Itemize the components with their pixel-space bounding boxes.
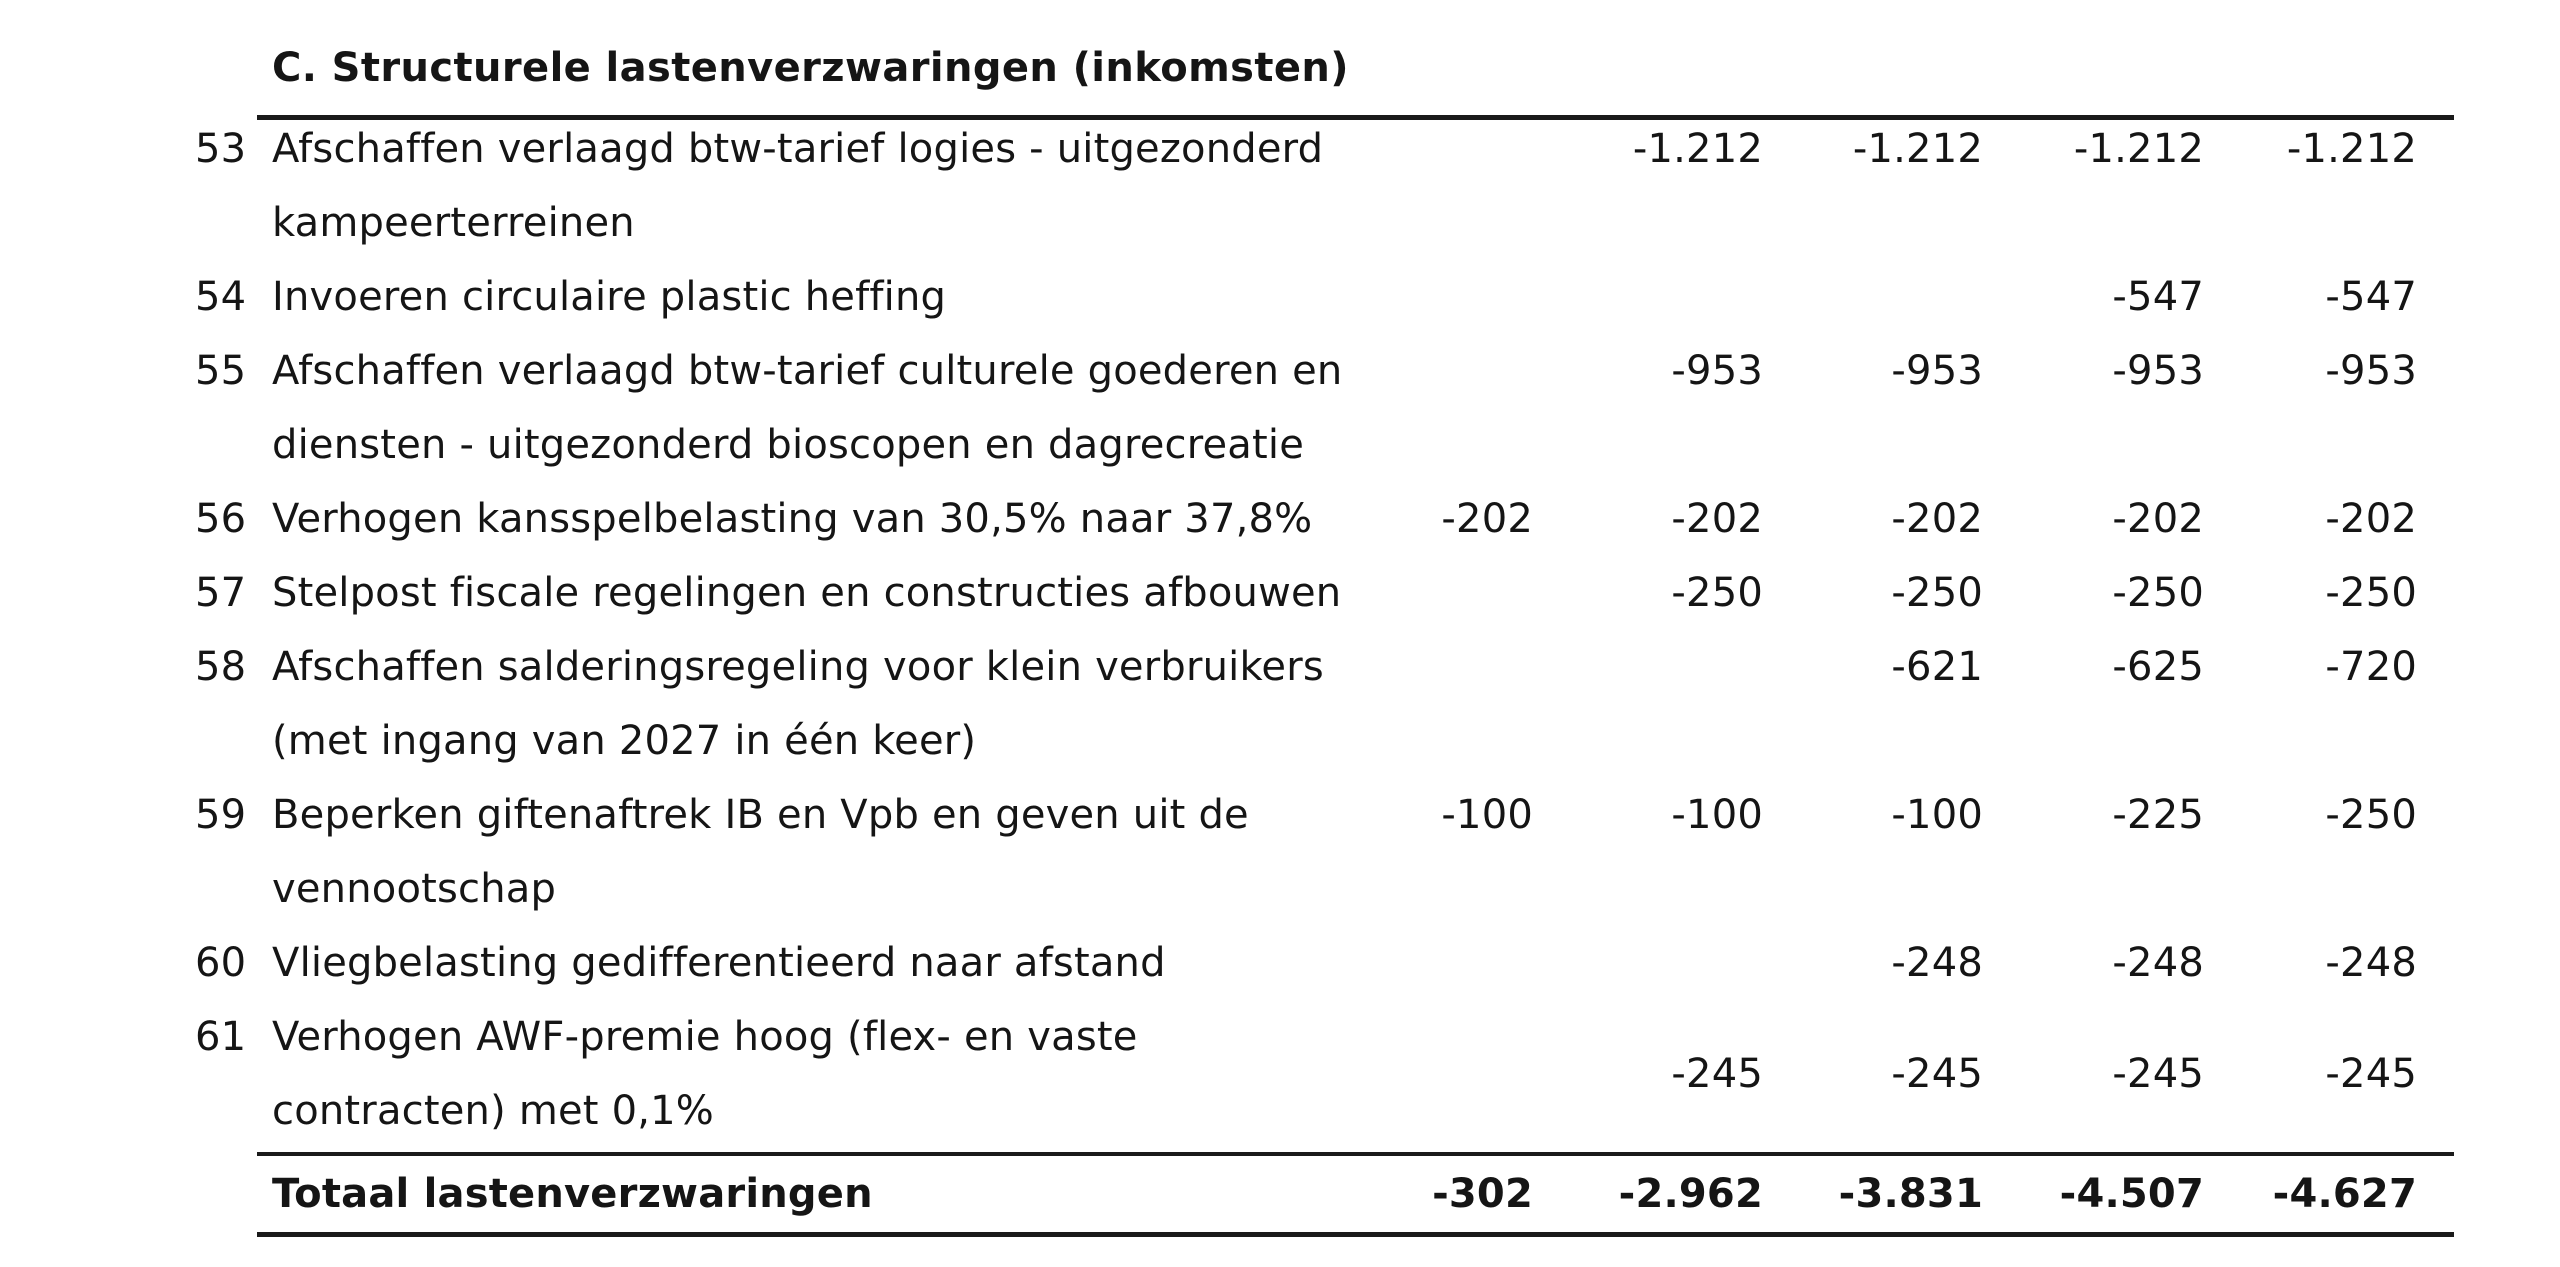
value-cell: -248 [2325, 940, 2417, 986]
table-rows: 53 Afschaffen verlaagd btw-tarief logies … [190, 112, 2454, 1148]
table-row: 53 Afschaffen verlaagd btw-tarief logies … [190, 112, 2454, 260]
value-cell: -953 [1891, 348, 1983, 394]
value-cell: -720 [2325, 644, 2417, 690]
value-cell: -245 [2112, 1051, 2204, 1097]
row-description-line: Vliegbelasting gedifferentieerd naar afs… [272, 940, 1166, 986]
value-cell: -202 [1671, 496, 1763, 542]
value-cell: -953 [2325, 348, 2417, 394]
value-cell: -621 [1891, 644, 1983, 690]
row-description-line: vennootschap [272, 866, 557, 912]
row-description: Afschaffen verlaagd btw-tarief culturele… [272, 334, 1392, 482]
value-cell: -202 [2112, 496, 2204, 542]
row-description-line: (met ingang van 2027 in één keer) [272, 718, 977, 764]
row-number: 61 [195, 1014, 247, 1060]
value-cell: -245 [1891, 1051, 1983, 1097]
total-row: Totaal lastenverzwaringen -302 -2.962 -3… [190, 1156, 2454, 1232]
value-cell: -245 [2325, 1051, 2417, 1097]
row-description: Invoeren circulaire plastic heffing [272, 260, 1392, 334]
value-cell: -250 [2325, 570, 2417, 616]
table-bottom-rule [257, 1232, 2454, 1237]
table-row: 54 Invoeren circulaire plastic heffing -54… [190, 260, 2454, 334]
value-cell: -248 [2112, 940, 2204, 986]
row-number: 56 [195, 496, 247, 542]
row-number: 55 [195, 348, 247, 394]
value-cell: -100 [1671, 792, 1763, 838]
table-row: 59 Beperken giftenaftrek IB en Vpb en gev… [190, 778, 2454, 926]
row-description: Verhogen kansspelbelasting van 30,5% naa… [272, 482, 1392, 556]
row-description-line: Afschaffen verlaagd btw-tarief logies - … [272, 126, 1324, 172]
row-description-line: Verhogen kansspelbelasting van 30,5% naa… [272, 496, 1313, 542]
table-total-top-rule [257, 1152, 2454, 1156]
row-description: Vliegbelasting gedifferentieerd naar afs… [272, 926, 1392, 1000]
value-cell: -225 [2112, 792, 2204, 838]
total-value-col2: -2.962 [1618, 1171, 1763, 1217]
table-row: 60 Vliegbelasting gedifferentieerd naar a… [190, 926, 2454, 1000]
row-description: Afschaffen verlaagd btw-tarief logies - … [272, 112, 1392, 260]
value-cell: -547 [2325, 274, 2417, 320]
value-cell: -202 [1891, 496, 1983, 542]
table-row: 56 Verhogen kansspelbelasting van 30,5% n… [190, 482, 2454, 556]
value-cell: -202 [1441, 496, 1533, 542]
value-cell: -250 [2112, 570, 2204, 616]
value-cell: -625 [2112, 644, 2204, 690]
row-description-line: contracten) met 0,1% [272, 1088, 715, 1134]
row-number: 53 [195, 126, 247, 172]
row-description-line: Afschaffen salderingsregeling voor klein… [272, 644, 1324, 690]
value-cell: -953 [2112, 348, 2204, 394]
row-description: Beperken giftenaftrek IB en Vpb en geven… [272, 778, 1392, 926]
value-cell: -250 [1671, 570, 1763, 616]
value-cell: -245 [1671, 1051, 1763, 1097]
row-number: 57 [195, 570, 247, 616]
value-cell: -100 [1891, 792, 1983, 838]
table-row: 61 Verhogen AWF-premie hoog (flex- en vas… [190, 1000, 2454, 1148]
row-description: Stelpost fiscale regelingen en construct… [272, 556, 1392, 630]
row-description-line: diensten - uitgezonderd bioscopen en dag… [272, 422, 1305, 468]
value-cell: -953 [1671, 348, 1763, 394]
value-cell: -100 [1441, 792, 1533, 838]
measures-table: 53 Afschaffen verlaagd btw-tarief logies … [190, 115, 2454, 1237]
value-cell: -250 [1891, 570, 1983, 616]
table-row: 58 Afschaffen salderingsregeling voor kle… [190, 630, 2454, 778]
value-cell: -1.212 [2073, 126, 2204, 172]
total-value-col5: -4.627 [2272, 1171, 2417, 1217]
value-cell: -1.212 [2286, 126, 2417, 172]
row-description-line: Afschaffen verlaagd btw-tarief culturele… [272, 348, 1343, 394]
row-description-line: Beperken giftenaftrek IB en Vpb en geven… [272, 792, 1249, 838]
total-value-col4: -4.507 [2059, 1171, 2204, 1217]
row-number: 54 [195, 274, 247, 320]
table-top-rule [257, 115, 2454, 120]
table-row: 57 Stelpost fiscale regelingen en constru… [190, 556, 2454, 630]
section-title: C. Structurele lastenverzwaringen (inkom… [272, 45, 1349, 91]
row-description-line: Verhogen AWF-premie hoog (flex- en vaste [272, 1014, 1138, 1060]
row-number: 58 [195, 644, 247, 690]
row-description: Afschaffen salderingsregeling voor klein… [272, 630, 1392, 778]
value-cell: -547 [2112, 274, 2204, 320]
value-cell: -1.212 [1852, 126, 1983, 172]
row-description-line: Invoeren circulaire plastic heffing [272, 274, 947, 320]
row-number: 60 [195, 940, 247, 986]
value-cell: -248 [1891, 940, 1983, 986]
row-description-line: kampeerterreinen [272, 200, 635, 246]
row-number: 59 [195, 792, 247, 838]
table-row: 55 Afschaffen verlaagd btw-tarief culture… [190, 334, 2454, 482]
row-description: Verhogen AWF-premie hoog (flex- en vaste… [272, 1000, 1392, 1148]
total-value-col3: -3.831 [1838, 1171, 1983, 1217]
total-label: Totaal lastenverzwaringen [272, 1171, 873, 1217]
total-value-col1: -302 [1432, 1171, 1533, 1217]
row-description-line: Stelpost fiscale regelingen en construct… [272, 570, 1342, 616]
value-cell: -250 [2325, 792, 2417, 838]
value-cell: -1.212 [1632, 126, 1763, 172]
value-cell: -202 [2325, 496, 2417, 542]
